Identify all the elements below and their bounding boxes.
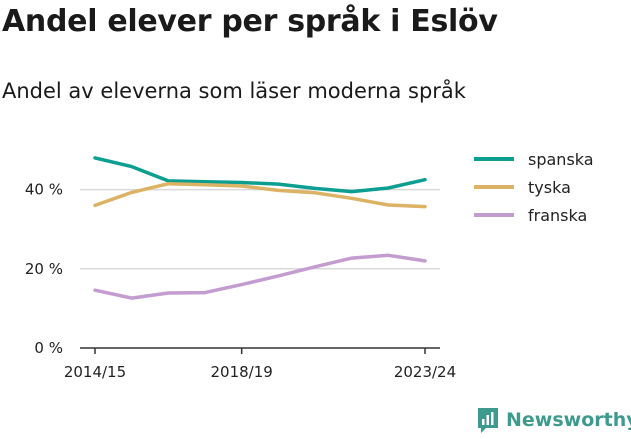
legend-label-franska: franska — [528, 206, 587, 225]
legend-label-tyska: tyska — [528, 178, 571, 197]
bar-chart-logo-icon — [478, 408, 498, 433]
brand-name: Newsworthy — [506, 409, 631, 431]
x-tick-label: 2018/19 — [211, 363, 273, 381]
y-tick-label: 40 % — [25, 181, 63, 199]
y-tick-label: 20 % — [25, 260, 63, 278]
legend-label-spanska: spanska — [528, 150, 594, 169]
legend: spanska tyska franska — [474, 150, 594, 225]
chart-subtitle: Andel av eleverna som läser moderna språ… — [2, 79, 466, 103]
y-tick-label: 0 % — [34, 339, 63, 357]
axes: 0 % 20 % 40 % 2014/15 2018/19 2023/24 — [25, 181, 456, 381]
chart-title: Andel elever per språk i Eslöv — [2, 4, 498, 39]
series-line-tyska — [93, 181, 427, 209]
series-line-spanska — [93, 156, 427, 194]
series-lines — [93, 156, 427, 300]
x-tick-label: 2023/24 — [394, 363, 456, 381]
x-tick-label: 2014/15 — [64, 363, 126, 381]
newsworthy-brand: Newsworthy — [476, 406, 631, 434]
series-line-franska — [93, 253, 427, 300]
